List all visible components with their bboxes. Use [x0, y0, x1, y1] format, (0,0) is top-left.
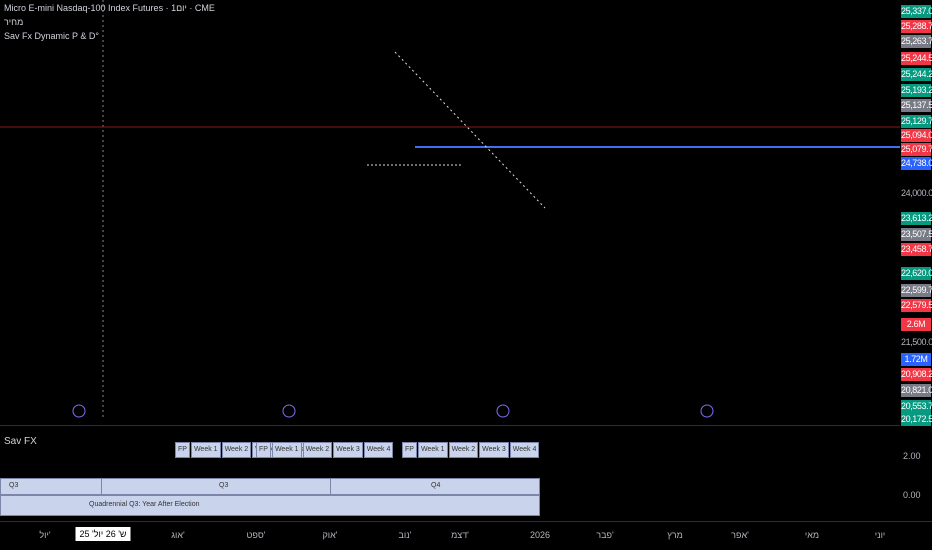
- price-tag: 25,129.75: [901, 115, 932, 128]
- time-label: ש' 26 יול' 25: [75, 527, 131, 541]
- price-tag: 20,908.25: [901, 368, 932, 381]
- price-tag: 23,507.50: [901, 228, 932, 241]
- week-box: Week 3: [333, 442, 363, 458]
- price-tag: 25,244.50: [901, 52, 932, 65]
- price-tag: 23,613.25: [901, 212, 932, 225]
- price-tag: 21,500.00: [901, 337, 932, 347]
- price-tag: 20,553.75: [901, 400, 932, 413]
- price-tag: 1.72M: [901, 353, 931, 366]
- price-tag: 25,193.25: [901, 84, 932, 97]
- time-label: אפר': [731, 530, 749, 540]
- price-label: מחיר: [4, 17, 24, 27]
- event-icons: [72, 404, 714, 418]
- price-tag: 25,094.00: [901, 129, 932, 142]
- week-box: Week 4: [509, 442, 540, 458]
- quarter-cell: Q3: [219, 482, 229, 489]
- week-box: Week 2: [448, 442, 479, 458]
- pane-tick: 2.00: [903, 451, 921, 461]
- week-box: FP: [402, 442, 417, 458]
- quarter-cell: Q3: [9, 482, 19, 489]
- indicator-name: Sav Fx Dynamic P & D°: [4, 31, 99, 41]
- week-box: Week 3: [479, 442, 509, 458]
- price-tag: 20,821.00: [901, 384, 932, 397]
- time-label: דצמ': [451, 530, 469, 540]
- week-box: Week 1: [190, 442, 221, 458]
- week-box: Week 1: [417, 442, 448, 458]
- week-box: FP: [256, 442, 271, 458]
- week-box: Week 1: [271, 442, 302, 458]
- time-label: יול': [39, 530, 51, 540]
- price-tag: 25,288.75: [901, 20, 932, 33]
- price-tag: 22,579.50: [901, 299, 932, 312]
- time-label: אוג': [171, 530, 185, 540]
- week-box: Week 4: [363, 442, 394, 458]
- time-label: מרץ: [667, 530, 683, 540]
- time-label: יוני: [874, 530, 886, 540]
- price-tag: 2.6M: [901, 318, 931, 331]
- price-tag: 25,079.75: [901, 143, 932, 156]
- quarter-cell: Q4: [431, 482, 441, 489]
- price-tag: 24,738.00: [901, 157, 932, 170]
- price-tag: 24,000.00: [901, 188, 932, 198]
- pane-title: Sav FX: [4, 436, 37, 447]
- week-box: FP: [175, 442, 190, 458]
- price-tag: 25,337.00: [901, 5, 932, 18]
- price-tag: 22,599.75: [901, 284, 932, 297]
- time-label: מאי: [804, 530, 820, 540]
- cycle-row: Quadrennial Q3: Year After Election: [0, 495, 540, 516]
- price-tag: 22,620.00: [901, 267, 932, 280]
- pane-tick: 0.00: [903, 490, 921, 500]
- week-box: Week 2: [302, 442, 333, 458]
- price-tag: 20,172.50: [901, 413, 932, 426]
- chart-decoration: [0, 0, 900, 420]
- symbol-title: Micro E-mini Nasdaq-100 Index Futures · …: [4, 3, 215, 13]
- price-tag: 25,137.50: [901, 99, 932, 112]
- trend-line: [394, 51, 546, 209]
- time-label: ספט': [246, 530, 266, 540]
- time-label: פבר': [596, 530, 614, 540]
- time-label: 2026: [529, 530, 551, 540]
- week-box: Week 2: [221, 442, 252, 458]
- price-tag: 25,263.75: [901, 35, 932, 48]
- pane-divider: [0, 425, 900, 426]
- price-tag: 25,244.25: [901, 68, 932, 81]
- quarter-row: Q3 Q3 Q4: [0, 478, 540, 495]
- time-label: נוב': [398, 530, 412, 540]
- cycle-label: Quadrennial Q3: Year After Election: [89, 501, 200, 508]
- time-label: אוק': [322, 530, 338, 540]
- price-tag: 23,458.75: [901, 243, 932, 256]
